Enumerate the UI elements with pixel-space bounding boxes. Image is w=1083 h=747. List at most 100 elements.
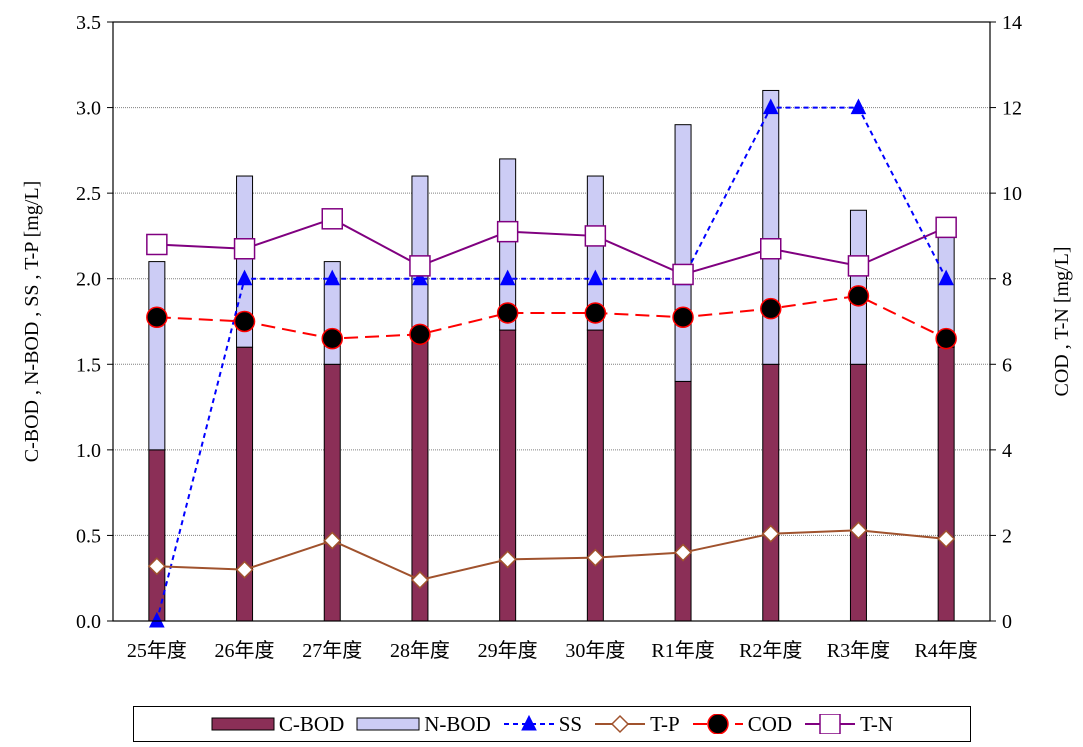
point-t-n — [760, 238, 782, 260]
legend-marker — [611, 714, 630, 734]
right-tick-label: 8 — [1002, 269, 1012, 291]
legend-label: T-N — [860, 711, 894, 736]
right-axis-title: COD , T-N [mg/L] — [1051, 247, 1073, 397]
legend-item-t-n: T-N — [804, 712, 893, 737]
x-tick-label: 27年度 — [302, 639, 362, 662]
bar-n-bod — [762, 89, 780, 365]
bar-n-bod — [674, 124, 692, 382]
legend-swatch — [356, 717, 420, 731]
legend-label: C-BOD — [278, 711, 345, 736]
line-ss — [155, 106, 948, 622]
point-t-n — [496, 220, 519, 243]
left-tick-label: 2.5 — [76, 183, 101, 205]
bar-c-bod — [674, 380, 692, 622]
plot-frame — [112, 21, 991, 622]
right-tick-label: 4 — [1002, 440, 1012, 462]
point-ss — [587, 269, 604, 286]
legend-marker — [706, 714, 729, 734]
legend-swatch — [595, 714, 646, 734]
point-t-p — [147, 557, 166, 576]
bar-n-bod — [411, 175, 429, 331]
point-ss — [236, 269, 253, 286]
point-cod — [146, 306, 168, 328]
x-tick-label: R4年度 — [914, 639, 977, 662]
legend-label: SS — [558, 711, 583, 736]
point-ss — [499, 269, 516, 286]
x-tick-label: R2年度 — [739, 639, 802, 662]
point-t-n — [409, 255, 431, 277]
line-t-n — [156, 217, 947, 276]
point-cod — [321, 327, 343, 350]
point-t-p — [410, 570, 430, 589]
point-t-p — [761, 524, 780, 543]
legend-swatch — [503, 714, 554, 731]
bar-n-bod — [236, 175, 254, 348]
left-tick-label: 0.0 — [76, 611, 101, 633]
point-t-n — [672, 263, 694, 286]
point-ss — [850, 98, 867, 115]
legend-marker — [520, 714, 537, 731]
point-t-n — [321, 208, 343, 230]
point-ss — [324, 269, 341, 286]
legend-swatch — [692, 714, 743, 734]
x-tick-label: R1年度 — [651, 639, 714, 662]
right-tick-label: 14 — [1002, 12, 1022, 34]
point-cod — [409, 323, 431, 346]
legend-swatch — [211, 717, 275, 731]
bar-c-bod — [323, 363, 341, 622]
point-cod — [584, 302, 607, 324]
point-t-n — [233, 238, 256, 260]
left-tick-label: 3.5 — [76, 12, 101, 34]
legend-item-c-bod: C-BOD — [211, 712, 344, 737]
point-t-p — [586, 548, 605, 567]
point-ss — [412, 269, 428, 286]
point-t-n — [935, 216, 957, 239]
point-cod — [233, 310, 256, 333]
legend-item-ss: SS — [503, 712, 582, 737]
point-t-p — [323, 531, 342, 550]
legend-label: T-P — [650, 711, 680, 736]
right-tick-label: 10 — [1002, 183, 1022, 205]
x-tick-label: 25年度 — [127, 639, 187, 662]
bar-n-bod — [148, 261, 166, 451]
left-tick-label: 2.0 — [76, 269, 101, 291]
left-tick-label: 1.0 — [76, 440, 101, 462]
line-cod — [156, 294, 947, 340]
legend-bar-swatch — [356, 717, 420, 731]
x-tick-label: 28年度 — [390, 639, 450, 662]
legend: C-BOD N-BOD SS T-P COD T-N — [133, 706, 971, 742]
point-t-p — [235, 560, 254, 579]
point-ss — [938, 269, 954, 286]
point-cod — [847, 285, 870, 307]
bar-c-bod — [762, 363, 780, 622]
point-ss — [762, 98, 779, 115]
point-t-n — [584, 225, 607, 247]
line-t-p — [156, 529, 947, 581]
legend-item-n-bod: N-BOD — [356, 712, 491, 737]
legend-label: COD — [747, 711, 793, 736]
right-tick-label: 0 — [1002, 611, 1012, 633]
x-tick-label: 29年度 — [478, 639, 538, 662]
legend-marker — [819, 714, 841, 734]
point-cod — [496, 302, 519, 324]
point-t-p — [498, 550, 517, 569]
bar-c-bod — [499, 329, 517, 622]
bar-n-bod — [499, 158, 517, 331]
point-cod — [672, 306, 694, 328]
bar-c-bod — [236, 346, 254, 622]
point-ss — [149, 611, 165, 628]
legend-item-t-p: T-P — [594, 712, 680, 737]
right-tick-label: 6 — [1002, 354, 1012, 376]
legend-bar-swatch — [211, 717, 275, 731]
bar-c-bod — [148, 449, 166, 622]
bar-c-bod — [849, 363, 867, 622]
legend-swatch — [805, 714, 856, 734]
left-tick-label: 3.0 — [76, 98, 101, 120]
x-tick-label: 30年度 — [565, 639, 625, 662]
bar-n-bod — [586, 175, 604, 331]
point-t-p — [849, 521, 868, 540]
bar-c-bod — [586, 329, 604, 622]
x-tick-label: R3年度 — [827, 639, 890, 662]
bar-c-bod — [937, 346, 955, 622]
